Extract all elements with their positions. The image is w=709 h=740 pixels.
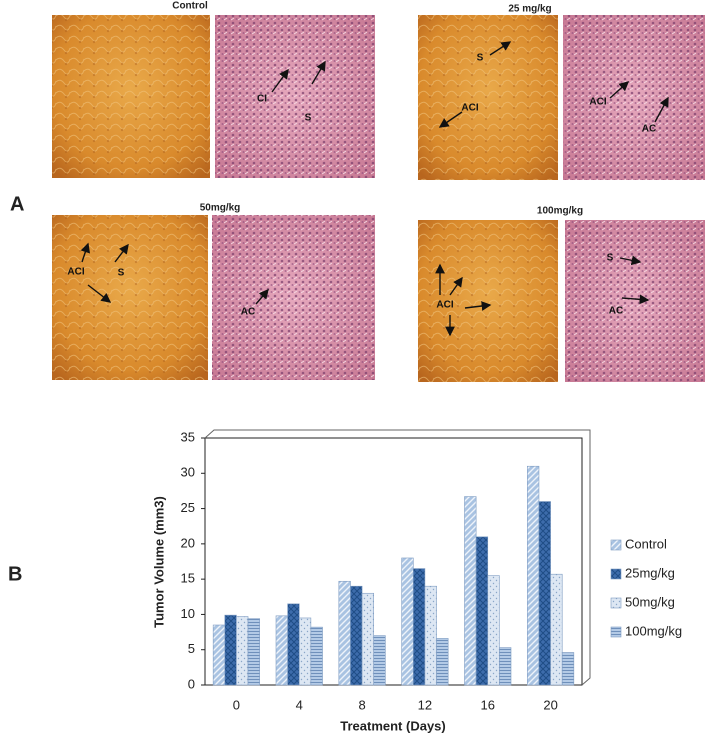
arrow bbox=[80, 242, 90, 263]
annotation: S bbox=[607, 253, 614, 264]
annotation: ACI bbox=[589, 97, 606, 108]
y-tick-label: 20 bbox=[181, 535, 195, 550]
arrow bbox=[311, 60, 326, 85]
bar bbox=[373, 635, 386, 686]
y-axis-label: Tumor Volume (mm3) bbox=[151, 496, 166, 628]
bar bbox=[436, 638, 449, 686]
arrow bbox=[449, 276, 463, 296]
bar bbox=[527, 465, 540, 686]
plot-frame bbox=[204, 437, 583, 686]
bar bbox=[475, 536, 489, 686]
annotation: AC bbox=[609, 306, 623, 317]
arrow bbox=[489, 41, 512, 56]
legend-swatch bbox=[610, 539, 622, 551]
annotation: ACI bbox=[67, 267, 84, 278]
arrow bbox=[609, 81, 630, 99]
bar bbox=[464, 496, 477, 686]
legend-label: 50mg/kg bbox=[625, 594, 675, 609]
arrow bbox=[255, 288, 269, 305]
micrograph-texture bbox=[52, 215, 208, 380]
x-tick-label: 4 bbox=[296, 697, 303, 712]
bar bbox=[275, 615, 288, 686]
bar bbox=[350, 585, 363, 686]
y-tick-label: 10 bbox=[181, 606, 195, 621]
micrograph-texture bbox=[212, 215, 375, 380]
annotation: S bbox=[305, 113, 312, 124]
legend-swatch bbox=[610, 626, 622, 638]
arrow bbox=[87, 284, 112, 303]
bar bbox=[487, 575, 500, 686]
panel-title: 50mg/kg bbox=[200, 203, 241, 214]
bar bbox=[561, 652, 575, 686]
plot-depth bbox=[204, 429, 591, 686]
micrograph-texture bbox=[215, 15, 375, 178]
bar bbox=[224, 614, 237, 686]
bar bbox=[550, 573, 563, 686]
bar bbox=[538, 501, 551, 686]
arrow bbox=[438, 111, 463, 128]
bar bbox=[412, 568, 426, 686]
micrograph-texture bbox=[418, 15, 558, 180]
bar bbox=[401, 557, 414, 686]
bar bbox=[247, 618, 260, 686]
annotation: S bbox=[118, 268, 125, 279]
x-tick-label: 20 bbox=[543, 697, 557, 712]
arrow bbox=[654, 96, 669, 123]
arrows bbox=[80, 41, 669, 337]
arrow bbox=[464, 301, 492, 311]
y-tick-label: 5 bbox=[188, 641, 195, 656]
y-tick-label: 30 bbox=[181, 465, 195, 480]
annotation: S bbox=[477, 53, 484, 64]
panel-title: 25 mg/kg bbox=[508, 4, 551, 15]
panel-title: Control bbox=[172, 1, 208, 12]
legend-label: 100mg/kg bbox=[625, 623, 682, 638]
micrograph-texture bbox=[565, 220, 705, 382]
micrograph-texture bbox=[52, 15, 210, 178]
y-tick-label: 15 bbox=[181, 571, 195, 586]
annotation: CI bbox=[257, 94, 267, 105]
arrow bbox=[621, 294, 650, 305]
y-tick-label: 25 bbox=[181, 500, 195, 515]
bar bbox=[236, 616, 249, 686]
bar bbox=[361, 592, 375, 686]
micrograph-texture bbox=[418, 220, 558, 382]
arrow bbox=[619, 255, 642, 266]
bar bbox=[298, 617, 312, 686]
bar bbox=[499, 647, 512, 686]
legend-swatch bbox=[610, 597, 622, 609]
micrograph-texture bbox=[563, 15, 705, 180]
legend-label: Control bbox=[625, 536, 667, 551]
bar bbox=[338, 580, 351, 686]
micrographs bbox=[52, 15, 705, 382]
arrow bbox=[114, 243, 129, 263]
panel-title: 100mg/kg bbox=[537, 206, 583, 217]
annotation: AC bbox=[642, 124, 656, 135]
bar bbox=[287, 603, 300, 686]
x-tick-label: 0 bbox=[233, 697, 240, 712]
x-tick-label: 16 bbox=[481, 697, 495, 712]
annotation: ACI bbox=[436, 300, 453, 311]
y-tick-label: 0 bbox=[188, 676, 195, 691]
bar bbox=[424, 585, 437, 686]
annotation: AC bbox=[241, 307, 255, 318]
x-tick-label: 12 bbox=[418, 697, 432, 712]
arrow bbox=[271, 68, 289, 93]
x-axis-label: Treatment (Days) bbox=[340, 718, 445, 733]
annotation: ACI bbox=[461, 103, 478, 114]
x-tick-label: 8 bbox=[358, 697, 365, 712]
legend-swatch bbox=[610, 568, 622, 580]
bar bbox=[310, 626, 323, 686]
bar bbox=[212, 624, 226, 686]
legend-label: 25mg/kg bbox=[625, 565, 675, 580]
y-tick-label: 35 bbox=[181, 429, 195, 444]
panel-label: A bbox=[10, 193, 24, 215]
panel-label: B bbox=[8, 563, 22, 585]
